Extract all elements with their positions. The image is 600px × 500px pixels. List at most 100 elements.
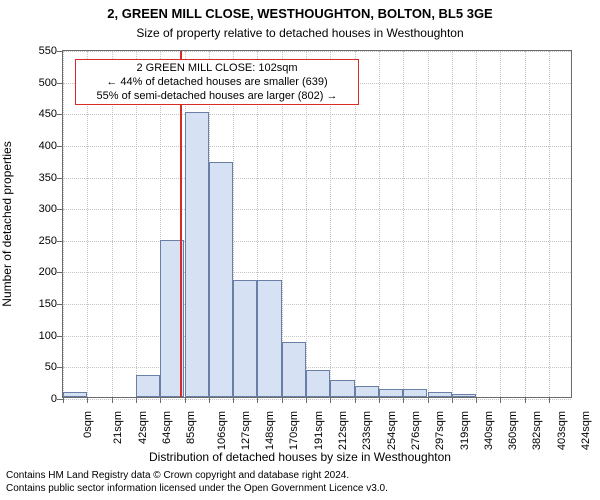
- grid-line-v: [476, 51, 477, 397]
- grid-line-h: [63, 114, 571, 115]
- y-tick-label: 300: [39, 203, 63, 215]
- histogram-bar: [209, 162, 233, 397]
- x-tick-mark: [403, 397, 404, 403]
- x-tick-label: 191sqm: [313, 411, 325, 450]
- histogram-bar: [185, 112, 209, 397]
- chart-container: 2, GREEN MILL CLOSE, WESTHOUGHTON, BOLTO…: [0, 0, 600, 500]
- footer-attribution: Contains HM Land Registry data © Crown c…: [6, 470, 388, 495]
- x-tick-mark: [525, 397, 526, 403]
- x-tick-mark: [87, 397, 88, 403]
- x-axis-label: Distribution of detached houses by size …: [0, 450, 600, 464]
- grid-line-v: [452, 51, 453, 397]
- grid-line-v: [500, 51, 501, 397]
- x-tick-mark: [209, 397, 210, 403]
- histogram-bar: [403, 389, 427, 397]
- x-tick-label: 64sqm: [161, 411, 173, 444]
- annotation-line: 2 GREEN MILL CLOSE: 102sqm: [82, 62, 352, 76]
- x-tick-mark: [160, 397, 161, 403]
- y-tick-label: 150: [39, 298, 63, 310]
- annotation-line: 55% of semi-detached houses are larger (…: [82, 90, 352, 104]
- histogram-bar: [136, 375, 160, 397]
- histogram-bar: [257, 280, 281, 397]
- x-tick-mark: [355, 397, 356, 403]
- x-tick-label: 319sqm: [459, 411, 471, 450]
- x-tick-label: 85sqm: [185, 411, 197, 444]
- x-tick-mark: [233, 397, 234, 403]
- x-tick-mark: [452, 397, 453, 403]
- x-tick-label: 297sqm: [434, 411, 446, 450]
- y-tick-label: 500: [39, 77, 63, 89]
- y-tick-label: 250: [39, 235, 63, 247]
- x-tick-mark: [112, 397, 113, 403]
- y-tick-label: 400: [39, 140, 63, 152]
- grid-line-h: [63, 241, 571, 242]
- x-tick-label: 42sqm: [137, 411, 149, 444]
- grid-line-h: [63, 51, 571, 52]
- x-tick-label: 212sqm: [337, 411, 349, 450]
- grid-line-h: [63, 399, 571, 400]
- chart-subtitle: Size of property relative to detached ho…: [0, 26, 600, 40]
- x-tick-mark: [136, 397, 137, 403]
- histogram-bar: [330, 380, 354, 397]
- x-tick-mark: [330, 397, 331, 403]
- x-tick-mark: [476, 397, 477, 403]
- grid-line-h: [63, 272, 571, 273]
- histogram-bar: [306, 370, 330, 397]
- grid-line-h: [63, 336, 571, 337]
- x-tick-label: 424sqm: [580, 411, 592, 450]
- x-tick-label: 360sqm: [507, 411, 519, 450]
- x-tick-mark: [428, 397, 429, 403]
- x-tick-label: 0sqm: [82, 411, 94, 438]
- grid-line-v: [63, 51, 64, 397]
- footer-line: Contains public sector information licen…: [6, 483, 388, 496]
- grid-line-v: [428, 51, 429, 397]
- x-tick-label: 21sqm: [112, 411, 124, 444]
- footer-line: Contains HM Land Registry data © Crown c…: [6, 470, 388, 483]
- grid-line-h: [63, 367, 571, 368]
- histogram-bar: [282, 342, 306, 397]
- histogram-bar: [355, 386, 379, 397]
- x-tick-mark: [63, 397, 64, 403]
- x-tick-label: 276sqm: [410, 411, 422, 450]
- histogram-bar: [452, 394, 476, 397]
- chart-title: 2, GREEN MILL CLOSE, WESTHOUGHTON, BOLTO…: [0, 6, 600, 21]
- x-tick-label: 148sqm: [264, 411, 276, 450]
- y-tick-label: 200: [39, 266, 63, 278]
- x-tick-mark: [549, 397, 550, 403]
- histogram-bar: [63, 392, 87, 397]
- y-tick-label: 550: [39, 45, 63, 57]
- x-tick-mark: [257, 397, 258, 403]
- grid-line-h: [63, 304, 571, 305]
- grid-line-h: [63, 178, 571, 179]
- x-tick-label: 106sqm: [216, 411, 228, 450]
- grid-line-v: [403, 51, 404, 397]
- x-tick-mark: [282, 397, 283, 403]
- x-tick-label: 127sqm: [240, 411, 252, 450]
- annotation-line: ← 44% of detached houses are smaller (63…: [82, 76, 352, 90]
- y-tick-label: 450: [39, 108, 63, 120]
- x-tick-label: 254sqm: [386, 411, 398, 450]
- annotation-box: 2 GREEN MILL CLOSE: 102sqm← 44% of detac…: [75, 59, 359, 105]
- grid-line-h: [63, 146, 571, 147]
- x-tick-mark: [500, 397, 501, 403]
- y-tick-label: 0: [51, 393, 63, 405]
- grid-line-v: [379, 51, 380, 397]
- grid-line-v: [549, 51, 550, 397]
- y-tick-label: 100: [39, 330, 63, 342]
- x-tick-label: 233sqm: [361, 411, 373, 450]
- plot-area: 0501001502002503003504004505005500sqm21s…: [62, 50, 572, 398]
- x-tick-label: 403sqm: [556, 411, 568, 450]
- x-tick-label: 170sqm: [289, 411, 301, 450]
- histogram-bar: [233, 280, 257, 397]
- grid-line-h: [63, 209, 571, 210]
- y-tick-label: 50: [45, 361, 63, 373]
- y-axis-label: Number of detached properties: [0, 141, 14, 306]
- x-tick-mark: [379, 397, 380, 403]
- x-tick-mark: [185, 397, 186, 403]
- x-tick-mark: [306, 397, 307, 403]
- histogram-bar: [379, 389, 403, 397]
- y-tick-label: 350: [39, 172, 63, 184]
- x-tick-label: 382sqm: [532, 411, 544, 450]
- x-tick-label: 340sqm: [483, 411, 495, 450]
- histogram-bar: [428, 392, 452, 397]
